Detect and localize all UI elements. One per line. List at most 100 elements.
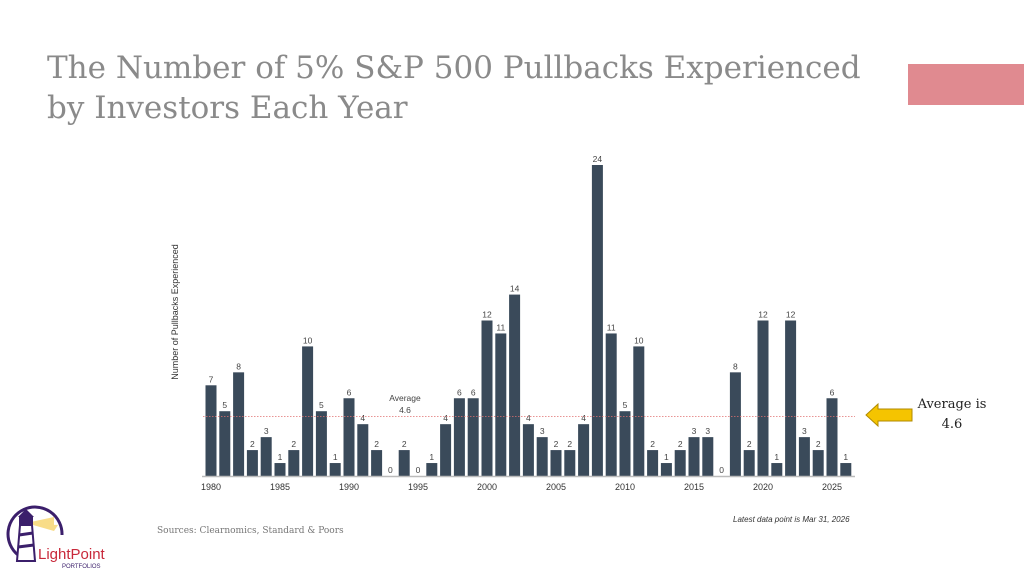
data-label-1991: 4 xyxy=(360,413,365,423)
bar-1984 xyxy=(260,437,272,476)
bar-2008 xyxy=(591,165,603,476)
bar-1983 xyxy=(246,450,258,476)
bar-2020 xyxy=(757,320,769,476)
bar-2015 xyxy=(688,437,700,476)
bar-1989 xyxy=(329,463,341,476)
data-label-1987: 10 xyxy=(303,335,313,345)
x-tick-2010: 2010 xyxy=(615,482,635,492)
data-label-2021: 1 xyxy=(774,452,779,462)
bar-1991 xyxy=(357,424,369,476)
bar-2025 xyxy=(826,398,838,476)
data-label-2007: 4 xyxy=(581,413,586,423)
bar-1981 xyxy=(219,411,231,476)
data-label-1986: 2 xyxy=(291,439,296,449)
bar-1996 xyxy=(426,463,438,476)
data-label-1983: 2 xyxy=(250,439,255,449)
bar-2011 xyxy=(633,346,645,476)
x-tick-2015: 2015 xyxy=(684,482,704,492)
bar-1994 xyxy=(398,450,410,476)
data-label-2011: 10 xyxy=(634,335,644,345)
data-label-2024: 2 xyxy=(816,439,821,449)
bar-2001 xyxy=(495,333,507,476)
data-label-2008: 24 xyxy=(593,154,603,164)
logo-subtext: PORTFOLIOS xyxy=(62,564,101,570)
data-label-1999: 6 xyxy=(471,387,476,397)
data-label-2013: 1 xyxy=(664,452,669,462)
data-label-2006: 2 xyxy=(567,439,572,449)
data-label-2005: 2 xyxy=(554,439,559,449)
callout-line1: Average is xyxy=(917,397,987,412)
bar-2016 xyxy=(702,437,714,476)
slide-title: The Number of 5% S&P 500 Pullbacks Exper… xyxy=(47,50,861,126)
average-value-label: 4.6 xyxy=(399,405,411,415)
bar-2021 xyxy=(771,463,783,476)
bar-2023 xyxy=(798,437,810,476)
bar-2018 xyxy=(729,372,741,476)
bar-2022 xyxy=(785,320,797,476)
bar-2024 xyxy=(812,450,824,476)
bar-1999 xyxy=(467,398,479,476)
data-label-2018: 8 xyxy=(733,361,738,371)
data-label-1993: 0 xyxy=(388,465,393,475)
accent-bar xyxy=(908,64,1024,105)
latest-data-note: Latest data point is Mar 31, 2026 xyxy=(733,515,850,524)
data-label-1992: 2 xyxy=(374,439,379,449)
data-label-2020: 12 xyxy=(758,310,768,320)
bar-1992 xyxy=(371,450,383,476)
x-tick-2025: 2025 xyxy=(822,482,842,492)
bar-2019 xyxy=(743,450,755,476)
bar-2004 xyxy=(536,437,548,476)
data-label-1988: 5 xyxy=(319,400,324,410)
average-callout: Average is 4.6 xyxy=(915,395,989,435)
bar-2006 xyxy=(564,450,576,476)
bar-2005 xyxy=(550,450,562,476)
data-label-2004: 3 xyxy=(540,426,545,436)
data-label-2014: 2 xyxy=(678,439,683,449)
bar-2002 xyxy=(509,294,521,476)
data-label-2026: 1 xyxy=(843,452,848,462)
data-label-1995: 0 xyxy=(416,465,421,475)
data-label-2017: 0 xyxy=(719,465,724,475)
bar-2003 xyxy=(522,424,534,476)
callout-line2: 4.6 xyxy=(941,417,963,432)
bar-2026 xyxy=(840,463,852,476)
data-label-1981: 5 xyxy=(222,400,227,410)
bar-2010 xyxy=(619,411,631,476)
data-label-2015: 3 xyxy=(692,426,697,436)
data-label-2003: 4 xyxy=(526,413,531,423)
data-label-1996: 1 xyxy=(429,452,434,462)
data-label-1998: 6 xyxy=(457,387,462,397)
data-label-2019: 2 xyxy=(747,439,752,449)
arrow-left-icon xyxy=(865,402,913,428)
bar-1986 xyxy=(288,450,300,476)
bar-2012 xyxy=(647,450,659,476)
x-tick-1990: 1990 xyxy=(339,482,359,492)
data-label-2001: 11 xyxy=(496,322,505,332)
bar-1987 xyxy=(302,346,314,476)
bar-1982 xyxy=(233,372,245,476)
data-label-1994: 2 xyxy=(402,439,407,449)
data-label-2000: 12 xyxy=(482,310,492,320)
bar-2000 xyxy=(481,320,493,476)
data-label-2002: 14 xyxy=(510,284,520,294)
data-label-2023: 3 xyxy=(802,426,807,436)
sources-note: Sources: Clearnomics, Standard & Poors xyxy=(157,526,344,536)
logo-text: LightPoint xyxy=(38,546,106,563)
bar-2007 xyxy=(578,424,590,476)
bar-2009 xyxy=(605,333,617,476)
data-label-2010: 5 xyxy=(623,400,628,410)
data-label-2025: 6 xyxy=(830,387,835,397)
data-label-2016: 3 xyxy=(705,426,710,436)
data-label-1989: 1 xyxy=(333,452,338,462)
data-label-1990: 6 xyxy=(347,387,352,397)
bar-1997 xyxy=(440,424,452,476)
data-label-1982: 8 xyxy=(236,361,241,371)
x-tick-2005: 2005 xyxy=(546,482,566,492)
bar-1990 xyxy=(343,398,355,476)
bar-1980 xyxy=(205,385,217,476)
x-tick-1985: 1985 xyxy=(270,482,290,492)
lightpoint-logo: LightPoint PORTFOLIOS xyxy=(6,505,106,570)
average-label: Average xyxy=(389,393,421,403)
data-label-1980: 7 xyxy=(209,374,214,384)
